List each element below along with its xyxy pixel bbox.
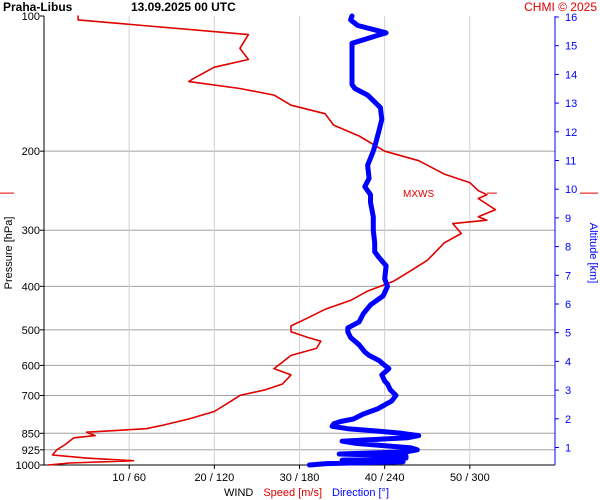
altitude-tick-label: 11: [565, 156, 576, 168]
wind-axis-label: WIND: [224, 487, 253, 499]
grid: [44, 16, 555, 465]
pressure-tick-label: 925: [22, 445, 40, 457]
altitude-tick-label: 13: [565, 98, 577, 110]
wind-tick-label: 10 / 60: [112, 472, 146, 484]
pressure-tick-label: 700: [22, 390, 40, 402]
altitude-tick-label: 15: [565, 41, 577, 53]
altitude-tick-label: 16: [565, 12, 577, 24]
direction-axis-label: Direction [°]: [332, 487, 389, 499]
pressure-tick-label: 850: [22, 428, 40, 440]
altitude-tick-label: 6: [565, 299, 571, 311]
pressure-axis-label: Pressure [hPa]: [3, 217, 15, 290]
pressure-tick-label: 200: [22, 146, 40, 158]
altitude-tick-label: 3: [565, 385, 571, 397]
station-name: Praha-Libus: [3, 0, 73, 14]
speed-series-line: [47, 15, 497, 466]
direction-series-line: [306, 13, 422, 468]
altitude-tick-label: 1: [565, 443, 571, 455]
altitude-tick-label: 8: [565, 242, 571, 254]
pressure-tick-label: 100: [22, 11, 40, 23]
wind-tick-label: 50 / 300: [450, 472, 490, 484]
altitude-tick-label: 5: [565, 328, 571, 340]
wind-tick-label: 30 / 180: [280, 472, 320, 484]
pressure-tick-label: 500: [22, 325, 40, 337]
pressure-tick-label: 1000: [16, 460, 40, 472]
copyright-notice: CHMI © 2025: [524, 0, 597, 14]
altitude-tick-label: 14: [565, 69, 577, 81]
altitude-tick-label: 2: [565, 414, 571, 426]
sounding-datetime: 13.09.2025 00 UTC: [131, 0, 236, 14]
wind-tick-label: 20 / 120: [194, 472, 234, 484]
pressure-tick-label: 400: [22, 281, 40, 293]
mxws-label: MXWS: [403, 189, 434, 200]
wind-tick-label: 40 / 240: [365, 472, 405, 484]
speed-axis-label: Speed [m/s]: [263, 487, 322, 499]
series-group: [47, 13, 497, 468]
altitude-tick-label: 10: [565, 184, 577, 196]
altitude-tick-label: 12: [565, 127, 577, 139]
pressure-tick-label: 300: [22, 225, 40, 237]
pressure-tick-label: 600: [22, 360, 40, 372]
wind-axis-title: WIND Speed [m/s] Direction [°]: [224, 487, 389, 499]
altitude-axis-label: Altitude [km]: [587, 223, 599, 284]
altitude-tick-label: 9: [565, 213, 571, 225]
altitude-tick-label: 4: [565, 356, 571, 368]
altitude-tick-label: 7: [565, 270, 571, 282]
axes: 1002003004005006007008509251000Pressure …: [3, 11, 599, 499]
